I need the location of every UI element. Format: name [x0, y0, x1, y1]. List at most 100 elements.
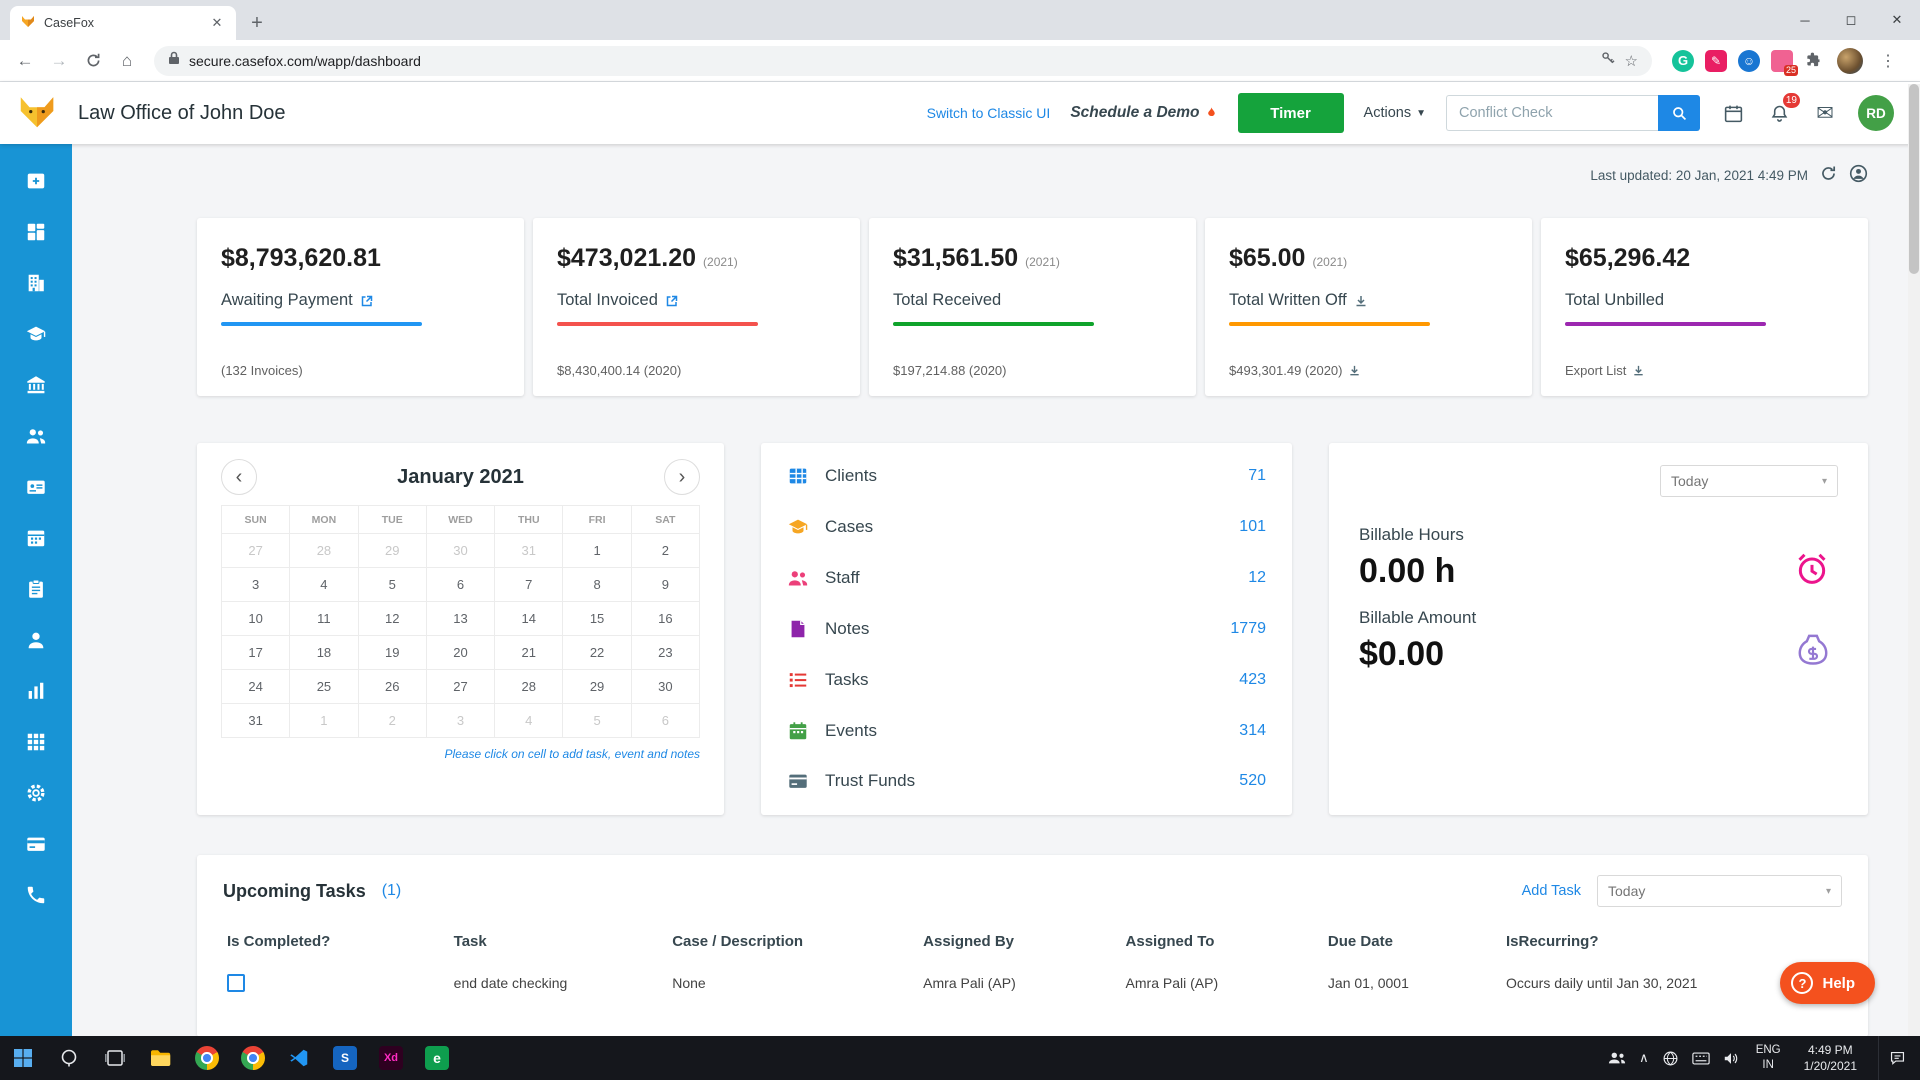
calendar-day-cell[interactable]: 3 — [426, 704, 496, 738]
tray-chevron-up-icon[interactable]: ∧ — [1639, 1050, 1649, 1065]
taskbar-language[interactable]: ENG IN — [1755, 1044, 1781, 1071]
calendar-day-cell[interactable]: 27 — [222, 534, 291, 568]
sidebar-item-settings[interactable] — [25, 782, 47, 804]
calendar-day-cell[interactable]: 5 — [358, 568, 427, 602]
calendar-day-cell[interactable]: 19 — [358, 636, 427, 670]
calendar-day-cell[interactable]: 28 — [495, 670, 564, 704]
calendar-day-cell[interactable]: 1 — [290, 704, 359, 738]
calendar-day-cell[interactable]: 16 — [631, 602, 700, 636]
calendar-day-cell[interactable]: 27 — [426, 670, 496, 704]
calendar-day-cell[interactable]: 1 — [563, 534, 632, 568]
sidebar-item-calls[interactable] — [25, 884, 47, 906]
calendar-day-cell[interactable]: 31 — [222, 704, 291, 738]
sidebar-item-billing[interactable] — [25, 833, 47, 855]
chrome-2-icon[interactable] — [230, 1036, 276, 1080]
sidebar-item-invoices[interactable] — [25, 476, 47, 498]
extension-grammarly-icon[interactable]: G — [1672, 49, 1694, 72]
refresh-icon[interactable] — [1820, 165, 1837, 185]
calendar-day-cell[interactable]: 29 — [358, 534, 427, 568]
sidebar-item-staff[interactable] — [25, 629, 47, 651]
count-row-events[interactable]: Events 314 — [787, 720, 1266, 742]
calendar-day-cell[interactable]: 6 — [426, 568, 496, 602]
forward-icon[interactable]: → — [50, 50, 68, 70]
user-avatar[interactable]: RD — [1858, 95, 1894, 131]
count-row-notes[interactable]: Notes 1779 — [787, 618, 1266, 640]
new-tab-button[interactable]: + — [251, 11, 263, 34]
count-row-tasks[interactable]: Tasks 423 — [787, 669, 1266, 691]
count-row-staff[interactable]: Staff 12 — [787, 567, 1266, 589]
count-row-clients[interactable]: Clients 71 — [787, 465, 1266, 487]
extension-badge-icon[interactable]: 25 — [1771, 49, 1798, 76]
sidebar-item-dashboard[interactable] — [25, 221, 47, 243]
conflict-check-input[interactable] — [1446, 95, 1658, 131]
chrome-icon[interactable] — [184, 1036, 230, 1080]
bookmark-star-icon[interactable]: ☆ — [1624, 52, 1638, 70]
green-e-app-icon[interactable]: e — [414, 1036, 460, 1080]
calendar-next-icon[interactable]: › — [663, 459, 700, 495]
keyboard-icon[interactable] — [1692, 1052, 1710, 1065]
calendar-day-cell[interactable]: 3 — [222, 568, 291, 602]
calendar-day-cell[interactable]: 26 — [358, 670, 427, 704]
back-icon[interactable]: ← — [16, 50, 34, 70]
calendar-day-cell[interactable]: 8 — [563, 568, 632, 602]
task-view-icon[interactable] — [92, 1036, 138, 1080]
calendar-day-cell[interactable]: 24 — [222, 670, 291, 704]
task-checkbox[interactable] — [227, 974, 245, 992]
calendar-day-cell[interactable]: 10 — [222, 602, 291, 636]
timer-button[interactable]: Timer — [1237, 93, 1344, 133]
task-case-link[interactable]: None — [672, 975, 706, 991]
calendar-day-cell[interactable]: 13 — [426, 602, 496, 636]
total-invoiced-link[interactable]: Total Invoiced — [557, 291, 836, 310]
calendar-day-cell[interactable]: 25 — [290, 670, 359, 704]
calendar-day-cell[interactable]: 17 — [222, 636, 291, 670]
awaiting-payment-link[interactable]: Awaiting Payment — [221, 291, 500, 310]
tasks-range-select[interactable]: Today ▾ — [1597, 875, 1842, 907]
browser-menu-icon[interactable]: ⋮ — [1880, 52, 1896, 70]
blue-app-icon[interactable]: S — [322, 1036, 368, 1080]
actions-dropdown[interactable]: Actions ▼ — [1364, 105, 1426, 121]
notifications-bell-icon[interactable]: 19 — [1766, 93, 1800, 126]
sidebar-item-accounts[interactable] — [25, 374, 47, 396]
conflict-search-button[interactable] — [1658, 95, 1700, 131]
calendar-day-cell[interactable]: 21 — [495, 636, 564, 670]
messages-mail-icon[interactable]: ✉ — [1816, 101, 1834, 125]
tab-close-icon[interactable]: ✕ — [211, 15, 223, 30]
sidebar-item-office[interactable] — [25, 272, 47, 294]
calendar-day-cell[interactable]: 4 — [495, 704, 564, 738]
calendar-day-cell[interactable]: 5 — [563, 704, 632, 738]
window-maximize-icon[interactable]: ◻ — [1845, 12, 1857, 27]
scrollbar-thumb[interactable] — [1909, 84, 1919, 274]
sidebar-item-contacts[interactable] — [25, 425, 47, 447]
adobe-xd-icon[interactable]: Xd — [368, 1036, 414, 1080]
taskbar-search-icon[interactable] — [46, 1036, 92, 1080]
calendar-day-cell[interactable]: 4 — [290, 568, 359, 602]
calendar-day-cell[interactable]: 31 — [495, 534, 564, 568]
calendar-day-cell[interactable]: 30 — [631, 670, 700, 704]
extension-profile-icon[interactable]: ☺ — [1738, 49, 1760, 72]
calendar-day-cell[interactable]: 7 — [495, 568, 564, 602]
count-row-cases[interactable]: Cases 101 — [787, 516, 1266, 538]
calendar-day-cell[interactable]: 30 — [426, 534, 496, 568]
page-scrollbar[interactable] — [1908, 84, 1920, 1036]
sidebar-item-reports[interactable] — [25, 680, 47, 702]
calendar-day-cell[interactable]: 29 — [563, 670, 632, 704]
tasks-count[interactable]: (1) — [381, 882, 402, 899]
count-row-trust-funds[interactable]: Trust Funds 520 — [787, 770, 1266, 792]
action-center-icon[interactable] — [1878, 1036, 1916, 1080]
calendar-day-cell[interactable]: 2 — [358, 704, 427, 738]
browser-avatar[interactable] — [1837, 47, 1863, 74]
extension-pen-icon[interactable]: ✎ — [1705, 49, 1727, 72]
window-minimize-icon[interactable]: ─ — [1800, 12, 1810, 28]
taskbar-clock[interactable]: 4:49 PM 1/20/2021 — [1798, 1042, 1863, 1074]
sidebar-item-tasks[interactable] — [25, 578, 47, 600]
calendar-day-cell[interactable]: 22 — [563, 636, 632, 670]
address-bar[interactable]: secure.casefox.com/wapp/dashboard ☆ — [154, 45, 1652, 76]
home-icon[interactable]: ⌂ — [121, 50, 133, 70]
switch-classic-ui-link[interactable]: Switch to Classic UI — [926, 105, 1051, 121]
sidebar-item-add[interactable] — [25, 170, 47, 192]
calendar-day-cell[interactable]: 6 — [631, 704, 700, 738]
help-button[interactable]: ? Help — [1780, 962, 1875, 1004]
start-button[interactable] — [0, 1036, 46, 1080]
calendar-day-cell[interactable]: 14 — [495, 602, 564, 636]
calendar-day-cell[interactable]: 23 — [631, 636, 700, 670]
